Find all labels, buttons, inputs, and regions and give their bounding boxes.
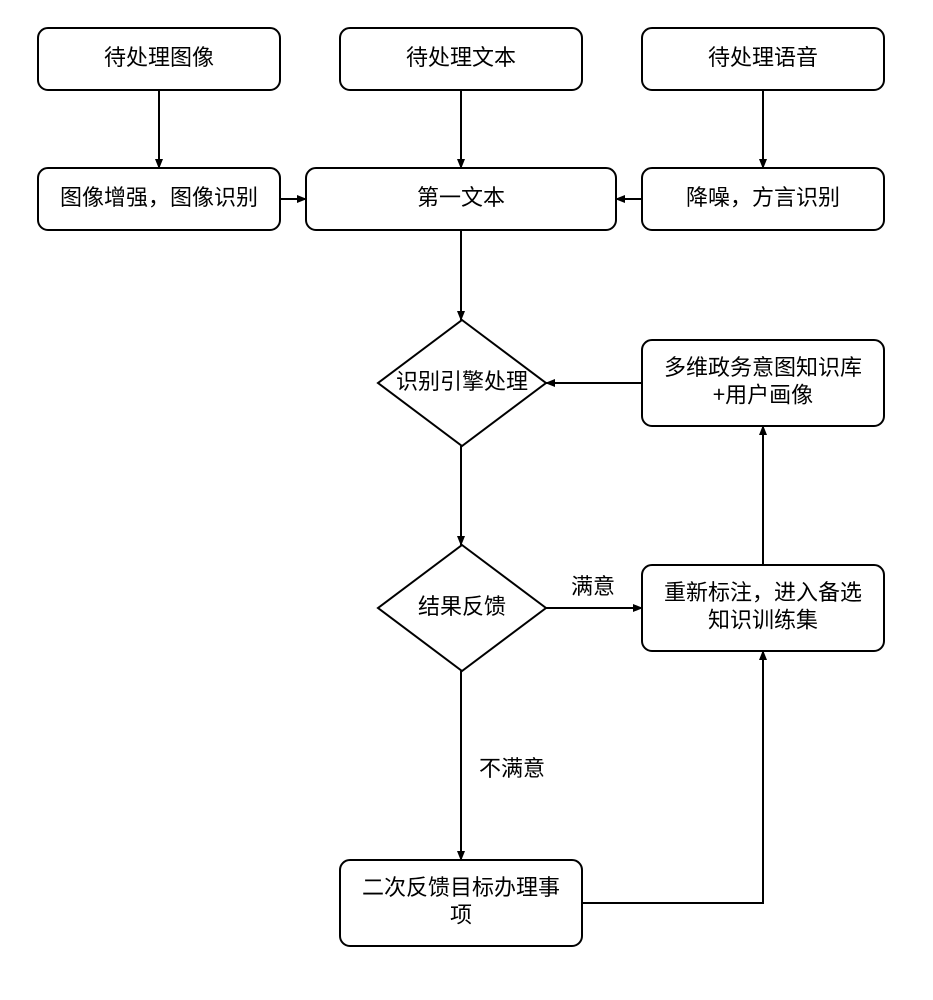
node-n9: 结果反馈 <box>378 545 546 671</box>
node-n2-label: 待处理文本 <box>406 40 516 72</box>
node-n10: 重新标注，进入备选知识训练集 <box>642 565 884 651</box>
node-n11-label-1: 项 <box>450 898 472 930</box>
node-n6-label: 降噪，方言识别 <box>686 180 840 212</box>
node-n1-label: 待处理图像 <box>104 40 214 72</box>
edge-label-n9-n11: 不满意 <box>479 751 545 783</box>
node-n5-label: 第一文本 <box>417 180 505 212</box>
node-n7-label: 识别引擎处理 <box>396 364 528 396</box>
node-n3-label: 待处理语音 <box>708 40 818 72</box>
node-n7: 识别引擎处理 <box>378 320 546 446</box>
node-n11: 二次反馈目标办理事项 <box>340 860 582 946</box>
edge-label-n9-n10: 满意 <box>571 569 615 601</box>
flowchart-canvas: 满意不满意 待处理图像 待处理文本 待处理语音图像增强，图像识别 第一文本 降噪，方言识别… <box>0 0 933 1000</box>
node-n3: 待处理语音 <box>642 28 884 90</box>
node-n2: 待处理文本 <box>340 28 582 90</box>
node-n9-label: 结果反馈 <box>418 589 506 621</box>
node-n8: 多维政务意图知识库+用户画像 <box>642 340 884 426</box>
edge-n11-n10 <box>582 651 763 903</box>
node-n10-label-1: 知识训练集 <box>708 603 818 635</box>
node-n5: 第一文本 <box>306 168 616 230</box>
node-n4: 图像增强，图像识别 <box>38 168 280 230</box>
node-n1: 待处理图像 <box>38 28 280 90</box>
node-n8-label-1: +用户画像 <box>713 378 813 410</box>
node-n4-label: 图像增强，图像识别 <box>60 180 258 212</box>
node-n6: 降噪，方言识别 <box>642 168 884 230</box>
